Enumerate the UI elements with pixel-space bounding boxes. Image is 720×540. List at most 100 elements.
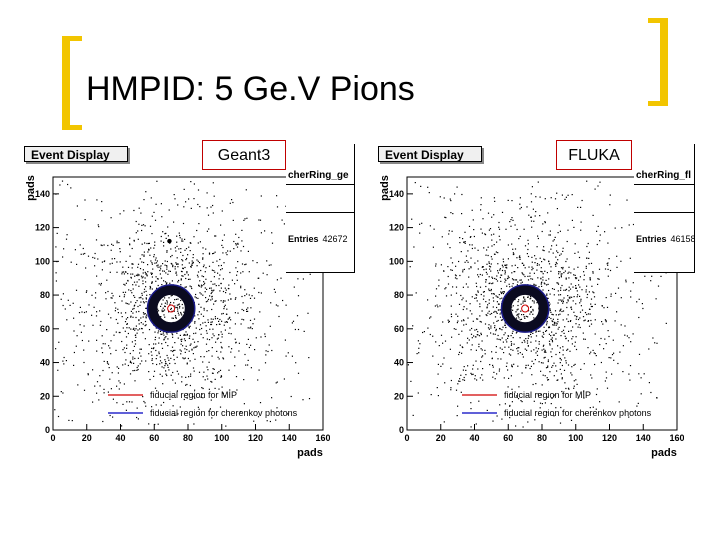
hit-point — [205, 301, 207, 303]
hit-point — [195, 327, 197, 329]
hit-point — [496, 415, 498, 417]
hit-point — [417, 340, 419, 342]
hit-point — [141, 229, 143, 232]
hit-point — [127, 317, 129, 319]
hit-point — [167, 273, 169, 275]
hit-point — [219, 369, 222, 371]
hit-point — [520, 282, 522, 284]
hit-point — [474, 375, 476, 377]
hit-point — [599, 344, 601, 346]
hit-point — [108, 367, 110, 369]
hit-point — [124, 321, 127, 323]
hit-point — [586, 293, 589, 296]
hit-point — [170, 256, 172, 258]
hit-point — [205, 267, 207, 269]
hit-point — [192, 257, 194, 259]
hit-point — [552, 365, 554, 367]
hit-point — [196, 265, 198, 267]
hit-point — [548, 251, 550, 253]
hit-point — [138, 223, 140, 225]
hit-point — [602, 323, 604, 325]
hit-point — [422, 331, 424, 334]
hit-point — [225, 289, 227, 291]
hit-point — [546, 377, 548, 379]
hit-point — [242, 302, 244, 304]
hit-point — [133, 281, 136, 283]
y-axis-label: pads — [25, 175, 37, 201]
hit-point — [565, 289, 567, 291]
hit-point — [548, 316, 550, 318]
hit-point — [191, 264, 193, 266]
hit-point — [550, 335, 552, 337]
hit-point — [592, 214, 594, 216]
hit-point — [201, 285, 203, 287]
hit-point — [137, 368, 139, 371]
hit-point — [518, 238, 520, 240]
event-display-button[interactable]: Event Display — [378, 146, 482, 162]
hit-point — [565, 260, 567, 263]
entries-row: Entries 46158 — [636, 234, 694, 244]
hit-point — [139, 328, 141, 330]
hit-point — [205, 248, 207, 250]
hit-point — [505, 339, 507, 341]
hit-point — [101, 201, 103, 203]
hit-point — [568, 297, 570, 299]
hit-point — [219, 290, 221, 292]
hit-point — [530, 216, 532, 218]
event-display-button[interactable]: Event Display — [24, 146, 128, 162]
hit-point — [165, 373, 167, 375]
hit-point — [138, 310, 140, 313]
hit-point — [167, 338, 169, 340]
hit-point — [168, 297, 170, 299]
hit-point — [190, 242, 192, 244]
hit-point — [153, 375, 155, 377]
legend-label: fiducial region for cherenkov photons — [150, 408, 298, 418]
hit-point — [540, 370, 542, 372]
hit-point — [94, 257, 96, 259]
hit-point — [148, 248, 150, 250]
hit-point — [567, 299, 569, 301]
hit-point — [488, 262, 490, 264]
hit-point — [488, 265, 491, 267]
hit-point — [448, 321, 450, 323]
hit-point — [567, 295, 569, 297]
hit-point — [519, 255, 521, 257]
hit-point — [586, 245, 588, 248]
hit-point — [553, 288, 555, 290]
hit-point — [540, 267, 542, 269]
hit-point — [220, 375, 222, 377]
hit-point — [566, 306, 568, 309]
hit-point — [172, 334, 174, 336]
hit-point — [564, 326, 566, 328]
hit-point — [547, 366, 549, 368]
hit-point — [177, 266, 179, 268]
hit-point — [198, 303, 200, 305]
hit-point — [493, 311, 495, 313]
hit-point — [593, 352, 595, 354]
hit-point — [514, 264, 516, 266]
hit-point — [228, 317, 230, 319]
hit-point — [556, 282, 558, 284]
hit-point — [522, 426, 524, 428]
hit-point — [161, 310, 163, 313]
hit-point — [122, 291, 124, 293]
y-tick-label: 60 — [40, 324, 50, 334]
cherenkov-ring — [147, 284, 195, 333]
hit-point — [531, 226, 533, 228]
hit-point — [156, 260, 158, 262]
hit-point — [145, 290, 147, 292]
hit-point — [173, 302, 175, 304]
hit-point — [140, 212, 142, 214]
hit-point — [119, 213, 121, 215]
hit-point — [505, 365, 508, 367]
hit-point — [215, 285, 217, 287]
hit-point — [527, 364, 529, 366]
hit-point — [116, 366, 118, 368]
hit-point — [170, 301, 172, 304]
hit-point — [185, 384, 187, 386]
hit-point — [491, 245, 493, 247]
hit-point — [586, 313, 588, 316]
hit-point — [142, 269, 144, 271]
hit-point — [167, 364, 169, 366]
hit-point — [470, 349, 472, 351]
